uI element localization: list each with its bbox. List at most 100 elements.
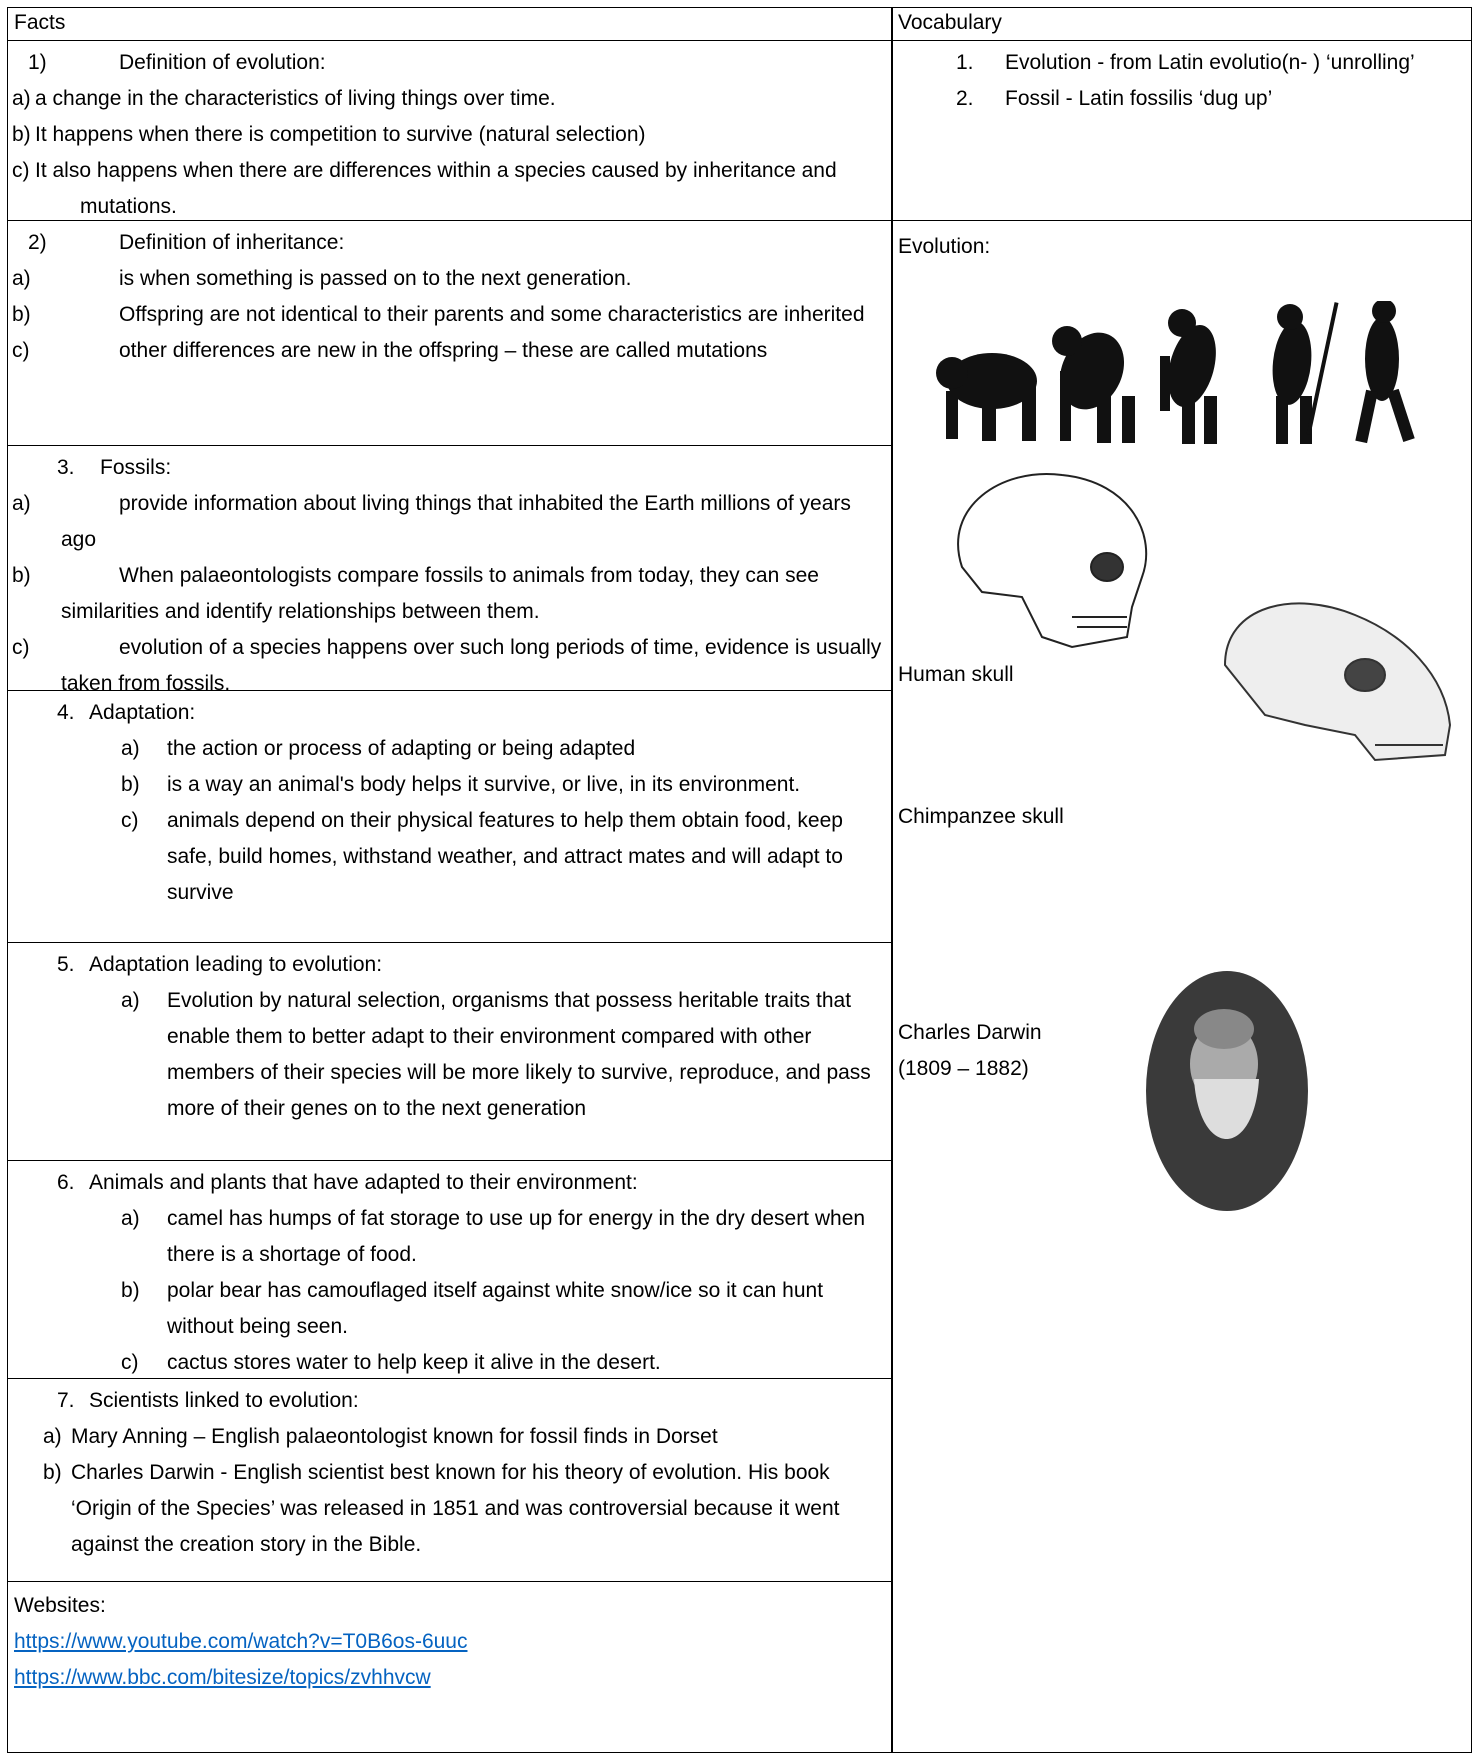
item-marker: b) — [12, 123, 31, 146]
fact-item: c) evolution of a species happens over su… — [8, 630, 892, 691]
darwin-dates: (1809 – 1882) — [898, 1057, 1029, 1080]
vocab-header-cell: Vocabulary — [891, 7, 1472, 41]
fact-item: b) It happens when there is competition t… — [8, 117, 892, 153]
vocab-item: 2. Fossil - Latin fossilis ‘dug up’ — [892, 81, 1471, 117]
facts-cell: 7. Scientists linked to evolution: a) Mary … — [7, 1378, 893, 1582]
fact-item: a) provide information about living thing… — [8, 486, 892, 558]
item-marker: b) — [12, 564, 31, 587]
item-text: It also happens when there are differenc… — [35, 159, 837, 218]
facts-cell: 2) Definition of inheritance: a) is when so… — [7, 220, 893, 446]
websites-title: Websites: — [14, 1594, 106, 1617]
fact-item: c) It also happens when there are differe… — [8, 153, 892, 220]
vocab-text: Fossil - Latin fossilis ‘dug up’ — [1005, 87, 1273, 110]
section-heading: 4. Adaptation: — [8, 695, 892, 731]
item-marker: c) — [121, 809, 139, 832]
item-text: polar bear has camouflaged itself agains… — [167, 1279, 824, 1338]
section-heading: 1) Definition of evolution: — [8, 45, 892, 81]
section-heading: 5. Adaptation leading to evolution: — [8, 947, 892, 983]
facts-cell: 3. Fossils: a) provide information about li… — [7, 445, 893, 691]
fact-item: c) animals depend on their physical featu… — [8, 803, 892, 911]
section-heading: 2) Definition of inheritance: — [8, 225, 892, 261]
fact-item: b) polar bear has camouflaged itself agai… — [8, 1273, 892, 1345]
vocab-header: Vocabulary — [898, 11, 1002, 34]
item-marker: b) — [121, 773, 140, 796]
fact-item: a) is when something is passed on to the … — [8, 261, 892, 297]
chimp-skull — [1223, 602, 1452, 762]
item-marker: a) — [12, 267, 31, 290]
item-marker: c) — [12, 339, 30, 362]
fact-item: c) other differences are new in the offsp… — [8, 333, 892, 369]
website-link[interactable]: https://www.bbc.com/bitesize/topics/zvhh… — [14, 1666, 431, 1689]
item-text: camel has humps of fat storage to use up… — [167, 1207, 866, 1266]
fact-item: a) a change in the characteristics of liv… — [8, 81, 892, 117]
evolution-silhouettes — [936, 301, 1415, 444]
darwin-name: Charles Darwin — [898, 1021, 1042, 1044]
item-marker: a) — [121, 989, 140, 1012]
item-text: It happens when there is competition to … — [35, 123, 646, 146]
section: 1) Definition of evolution: a) a change in … — [8, 45, 892, 220]
heading-marker: 3. — [57, 456, 75, 479]
item-text: other differences are new in the offspri… — [119, 339, 768, 362]
heading-marker: 5. — [57, 953, 75, 976]
heading-marker: 6. — [57, 1171, 75, 1194]
fact-item: a) Mary Anning – English palaeontologist … — [8, 1419, 892, 1455]
fact-item: b) Charles Darwin - English scientist bes… — [8, 1455, 892, 1563]
section-heading: 3. Fossils: — [8, 450, 892, 486]
item-marker: a) — [121, 737, 140, 760]
item-marker: a) — [121, 1207, 140, 1230]
facts-header-cell: Facts — [7, 7, 893, 41]
heading-text: Definition of inheritance: — [119, 231, 345, 254]
facts-cell: 4. Adaptation: a) the action or process of … — [7, 690, 893, 943]
fact-item: a) Evolution by natural selection, organi… — [8, 983, 892, 1127]
section: 3. Fossils: a) provide information about li… — [8, 450, 892, 691]
vocab-text: Evolution - from Latin evolutio(n- ) ‘un… — [1005, 51, 1415, 74]
item-text: is when something is passed on to the ne… — [119, 267, 632, 290]
item-marker: b) — [121, 1279, 140, 1302]
darwin-portrait — [1146, 971, 1308, 1211]
fact-item: b) Offspring are not identical to their p… — [8, 297, 892, 333]
facts-cell: 1) Definition of evolution: a) a change in … — [7, 40, 893, 221]
fact-item: a) camel has humps of fat storage to use … — [8, 1201, 892, 1273]
section: 7. Scientists linked to evolution: a) Mary … — [8, 1383, 892, 1563]
item-marker: c) — [121, 1351, 139, 1374]
item-text: Charles Darwin - English scientist best … — [71, 1461, 840, 1556]
section: 6. Animals and plants that have adapted t… — [8, 1165, 892, 1378]
section: 5. Adaptation leading to evolution: a) Evol… — [8, 947, 892, 1127]
website-link[interactable]: https://www.youtube.com/watch?v=T0B6os-6… — [14, 1630, 468, 1653]
item-text: a change in the characteristics of livin… — [35, 87, 556, 110]
item-text: the action or process of adapting or bei… — [167, 737, 636, 760]
item-marker: c) — [12, 159, 30, 182]
heading-marker: 7. — [57, 1389, 75, 1412]
heading-marker: 1) — [28, 51, 47, 74]
section: 4. Adaptation: a) the action or process of … — [8, 695, 892, 911]
fact-item: c) cactus stores water to help keep it al… — [8, 1345, 892, 1378]
section: 2) Definition of inheritance: a) is when so… — [8, 225, 892, 369]
section-heading: 7. Scientists linked to evolution: — [8, 1383, 892, 1419]
heading-text: Definition of evolution: — [119, 51, 326, 74]
item-marker: b) — [12, 303, 31, 326]
item-text: Offspring are not identical to their par… — [119, 303, 865, 326]
heading-text: Adaptation: — [89, 701, 196, 724]
vocab-cell: 1. Evolution - from Latin evolutio(n- ) ‘… — [891, 40, 1472, 221]
facts-cell: 6. Animals and plants that have adapted t… — [7, 1160, 893, 1379]
heading-marker: 4. — [57, 701, 75, 724]
vocab-marker: 2. — [956, 87, 974, 110]
websites-cell: Websites: https://www.youtube.com/watch?… — [7, 1581, 893, 1753]
heading-text: Animals and plants that have adapted to … — [89, 1171, 638, 1194]
facts-cell: 5. Adaptation leading to evolution: a) Evol… — [7, 942, 893, 1161]
item-marker: a) — [12, 492, 31, 515]
item-marker: a) — [43, 1425, 62, 1448]
item-marker: b) — [43, 1461, 62, 1484]
heading-marker: 2) — [28, 231, 47, 254]
fact-item: b) When palaeontologists compare fossils … — [8, 558, 892, 630]
human-skull-label: Human skull — [898, 663, 1014, 686]
item-marker: a) — [12, 87, 31, 110]
item-text: Mary Anning – English palaeontologist kn… — [71, 1425, 718, 1448]
vocab-list: 1. Evolution - from Latin evolutio(n- ) ‘… — [892, 45, 1471, 117]
item-text: When palaeontologists compare fossils to… — [61, 564, 819, 623]
item-text: evolution of a species happens over such… — [61, 636, 882, 691]
fact-item: a) the action or process of adapting or b… — [8, 731, 892, 767]
evolution-label: Evolution: — [898, 235, 991, 258]
item-text: cactus stores water to help keep it aliv… — [167, 1351, 661, 1374]
heading-text: Adaptation leading to evolution: — [89, 953, 383, 976]
